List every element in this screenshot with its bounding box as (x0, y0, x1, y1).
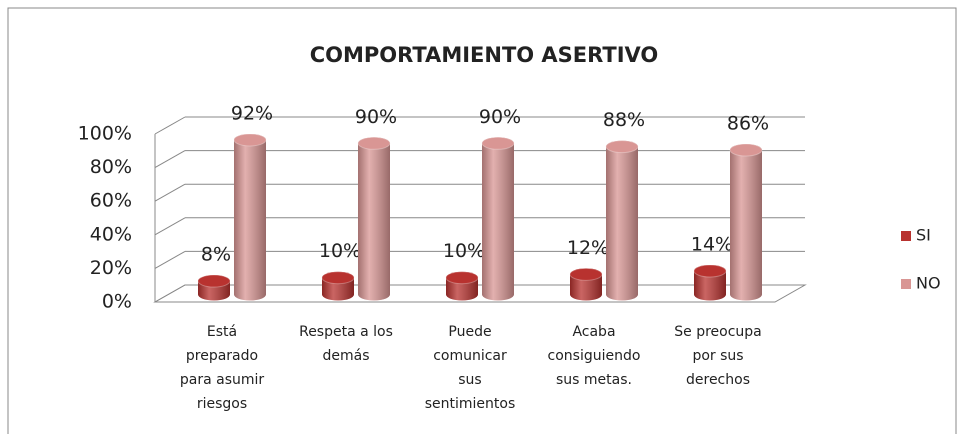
bar-top (569, 267, 603, 281)
y-tick-label: 60% (90, 190, 132, 212)
x-tick-label: preparado (186, 348, 258, 364)
x-tick-label: por sus (692, 348, 743, 364)
grid-line (154, 116, 186, 135)
x-tick-label: para asumir (180, 372, 265, 388)
x-tick-label: riesgos (197, 396, 247, 412)
value-label: 92% (231, 102, 273, 124)
grid-line (154, 183, 186, 202)
x-tick-label: Está (207, 324, 237, 340)
value-label: 86% (727, 113, 769, 135)
value-label: 10% (319, 240, 361, 262)
value-label: 14% (691, 233, 733, 255)
x-tick-label: Se preocupa (674, 324, 762, 340)
bar-top (445, 271, 479, 285)
x-tick-label: sus (458, 372, 481, 388)
bar-shading (730, 144, 762, 301)
bar-top (197, 274, 231, 288)
value-label: 10% (443, 240, 485, 262)
value-label: 90% (355, 106, 397, 128)
legend-swatch (901, 279, 911, 289)
floor (153, 284, 807, 303)
x-tick-label: Acaba (572, 324, 615, 340)
grid-line (154, 250, 186, 269)
value-label: 88% (603, 109, 645, 131)
grid-line (154, 217, 186, 236)
bar-top (729, 143, 763, 157)
bar-top (605, 140, 639, 154)
y-tick-label: 100% (78, 123, 132, 145)
bar-top (693, 264, 727, 278)
x-tick-label: sentimientos (425, 396, 516, 412)
legend-label: SI (916, 226, 931, 245)
value-label: 90% (479, 106, 521, 128)
bar-top (321, 271, 355, 285)
grid-line (154, 150, 186, 169)
x-tick-label: sus metas. (556, 372, 632, 388)
value-label: 8% (201, 244, 231, 266)
bar-shading (482, 137, 514, 301)
y-tick-label: 40% (90, 223, 132, 245)
bar-top (357, 136, 391, 150)
y-tick-label: 0% (102, 291, 132, 313)
bar-top (233, 133, 267, 147)
x-tick-label: demás (322, 348, 369, 364)
y-tick-label: 20% (90, 257, 132, 279)
x-tick-label: Puede (448, 324, 491, 340)
bar-shading (234, 133, 266, 301)
x-tick-label: Respeta a los (299, 324, 393, 340)
y-tick-label: 80% (90, 156, 132, 178)
chart-title: COMPORTAMIENTO ASERTIVO (310, 43, 659, 67)
x-tick-label: derechos (686, 372, 750, 388)
x-tick-label: comunicar (433, 348, 507, 364)
legend-swatch (901, 231, 911, 241)
legend-label: NO (916, 274, 941, 293)
x-tick-label: consiguiendo (548, 348, 641, 364)
bar-top (481, 136, 515, 150)
bar-shading (358, 137, 390, 301)
value-label: 12% (567, 237, 609, 259)
bar-shading (606, 140, 638, 301)
